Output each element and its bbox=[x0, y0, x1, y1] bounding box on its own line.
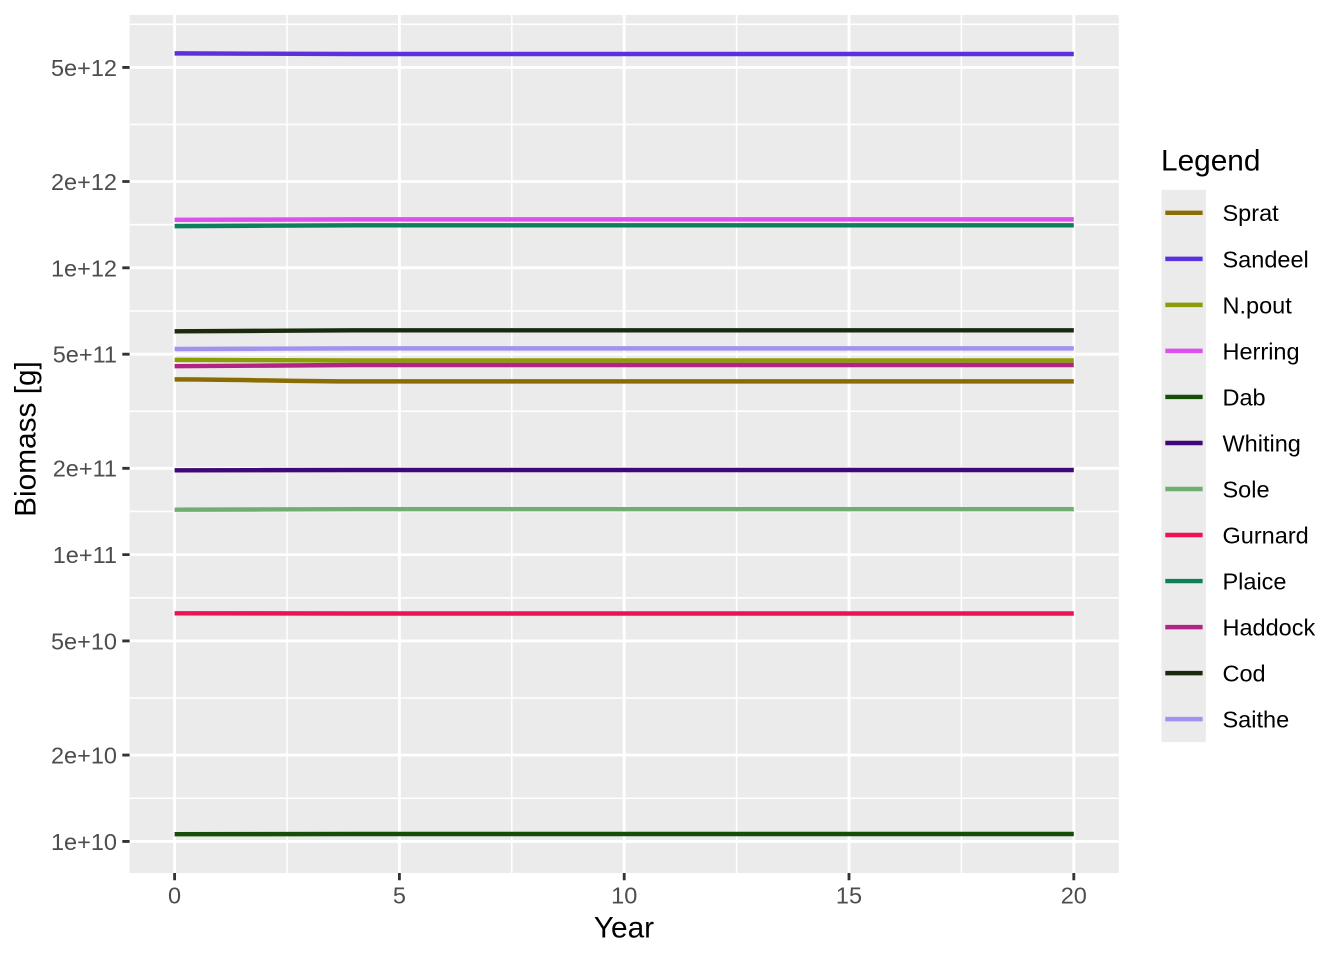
svg-text:Dab: Dab bbox=[1223, 384, 1266, 410]
svg-text:20: 20 bbox=[1061, 883, 1087, 909]
svg-text:Herring: Herring bbox=[1223, 338, 1300, 364]
svg-text:Year: Year bbox=[594, 911, 654, 944]
svg-text:Whiting: Whiting bbox=[1223, 430, 1301, 456]
svg-text:5e+12: 5e+12 bbox=[51, 55, 117, 81]
svg-text:2e+10: 2e+10 bbox=[51, 742, 117, 768]
svg-text:5e+10: 5e+10 bbox=[51, 628, 117, 654]
svg-text:5: 5 bbox=[393, 883, 406, 909]
svg-text:Sprat: Sprat bbox=[1223, 200, 1280, 226]
svg-text:Gurnard: Gurnard bbox=[1223, 522, 1309, 548]
svg-text:0: 0 bbox=[168, 883, 181, 909]
svg-text:Legend: Legend bbox=[1161, 145, 1260, 178]
svg-text:Sole: Sole bbox=[1223, 476, 1270, 502]
svg-text:15: 15 bbox=[836, 883, 862, 909]
svg-text:1e+11: 1e+11 bbox=[53, 542, 117, 568]
svg-text:Saithe: Saithe bbox=[1223, 707, 1290, 733]
svg-text:2e+11: 2e+11 bbox=[53, 456, 117, 482]
svg-text:1e+12: 1e+12 bbox=[51, 255, 117, 281]
svg-text:Haddock: Haddock bbox=[1223, 614, 1316, 640]
svg-text:5e+11: 5e+11 bbox=[53, 342, 117, 368]
svg-text:Plaice: Plaice bbox=[1223, 568, 1287, 594]
svg-text:2e+12: 2e+12 bbox=[51, 169, 117, 195]
svg-text:Biomass [g]: Biomass [g] bbox=[10, 361, 43, 517]
svg-text:10: 10 bbox=[611, 883, 637, 909]
svg-text:Sandeel: Sandeel bbox=[1223, 246, 1309, 272]
svg-text:N.pout: N.pout bbox=[1223, 292, 1293, 318]
svg-text:1e+10: 1e+10 bbox=[51, 829, 117, 855]
svg-text:Cod: Cod bbox=[1223, 661, 1266, 687]
